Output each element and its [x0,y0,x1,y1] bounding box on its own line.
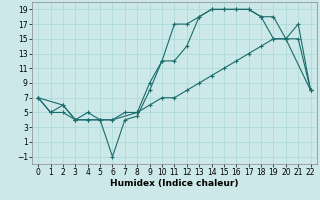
X-axis label: Humidex (Indice chaleur): Humidex (Indice chaleur) [110,179,239,188]
